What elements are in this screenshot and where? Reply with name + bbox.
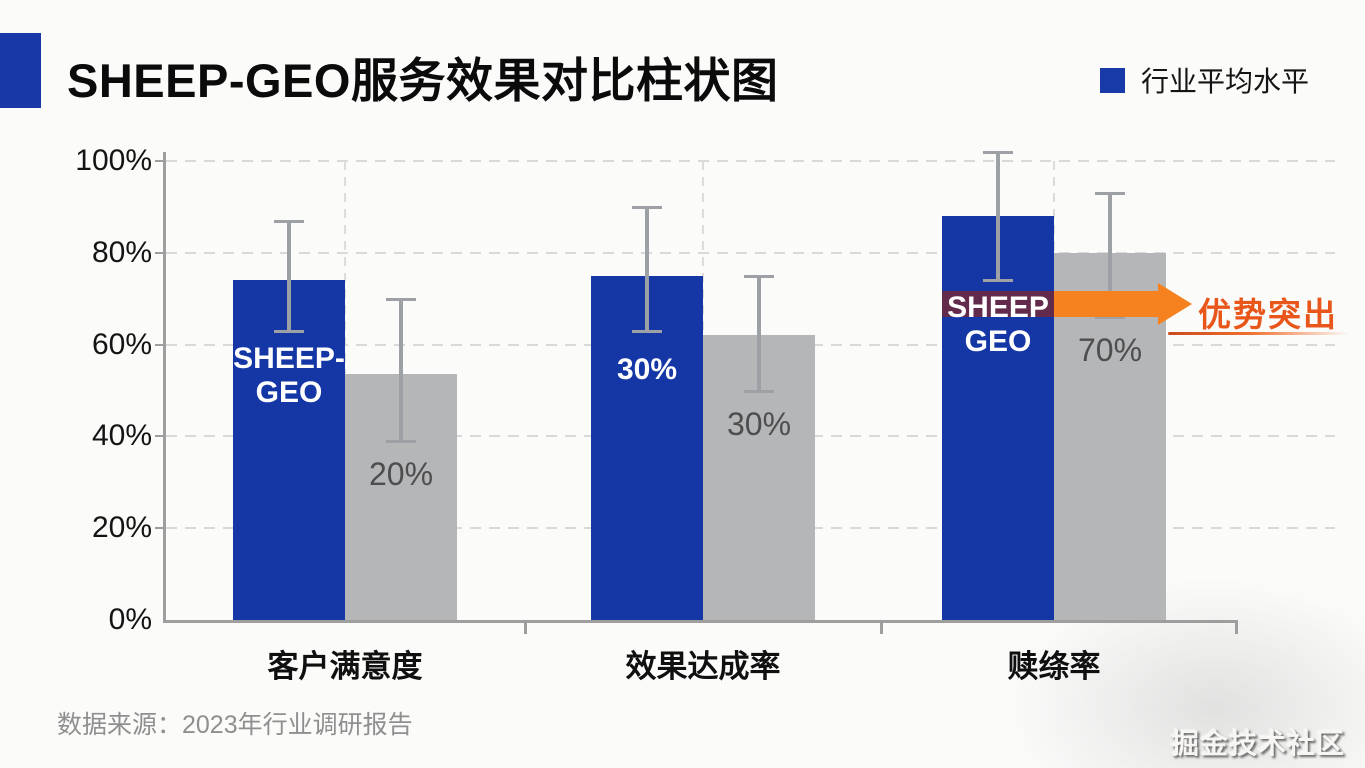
y-tick-label-80%: 80% <box>91 235 152 269</box>
y-tick-20 <box>155 527 163 530</box>
title-accent-square <box>0 33 41 108</box>
error-bar-cap-top-1-2 <box>1095 192 1125 196</box>
bar-sheep-geo-1 <box>591 275 703 620</box>
error-bar-line-1-1 <box>757 275 761 391</box>
advantage-underline <box>1168 332 1350 335</box>
error-bar-cap-bottom-0-0 <box>274 329 304 333</box>
bar-value-label-line: 30% <box>726 405 792 442</box>
y-tick-60 <box>155 343 163 346</box>
bar-value-label-line: 70% <box>1077 332 1143 369</box>
error-bar-cap-bottom-1-1 <box>744 389 774 393</box>
bar-value-label-0-1: 30% <box>567 353 727 387</box>
y-tick-label-40%: 40% <box>91 419 152 453</box>
y-tick-label-0%: 0% <box>108 603 152 636</box>
watermark: 掘金技术社区 <box>1170 728 1345 759</box>
error-bar-cap-top-0-1 <box>632 205 662 209</box>
x-tick-2 <box>1235 620 1238 634</box>
gridline-h-100 <box>166 160 1335 162</box>
error-bar-line-0-1 <box>645 206 649 331</box>
bar-value-label-1-0: 20% <box>321 457 481 491</box>
error-bar-cap-bottom-0-1 <box>632 329 662 333</box>
arrow-band <box>1054 291 1158 317</box>
bar-value-label-line: 20% <box>368 455 434 492</box>
legend-label: 行业平均水平 <box>1141 66 1310 97</box>
legend-swatch-icon <box>1100 67 1125 93</box>
bar-value-label-line: GEO <box>255 376 323 410</box>
data-source-note: 数据来源：2023年行业调研报告 <box>57 711 413 739</box>
x-tick-1 <box>880 620 883 634</box>
y-tick-100 <box>155 160 163 162</box>
error-bar-cap-top-1-1 <box>744 274 774 278</box>
y-tick-80 <box>155 251 163 254</box>
y-axis-line <box>163 152 166 623</box>
error-bar-cap-bottom-1-2 <box>1095 316 1125 320</box>
error-bar-cap-top-1-0 <box>386 297 416 301</box>
error-bar-cap-top-0-0 <box>274 219 304 223</box>
bar-value-label-line: GEO <box>964 325 1032 359</box>
error-bar-cap-bottom-1-0 <box>386 439 416 443</box>
bar-sheep-geo-2 <box>942 216 1054 620</box>
y-tick-label-20%: 20% <box>91 511 152 545</box>
y-tick-label-100%: 100% <box>75 144 152 177</box>
error-bar-cap-top-0-2 <box>983 150 1013 154</box>
category-label-1: 效果达成率 <box>625 649 781 684</box>
bar-value-label-0-2: SHEEP GEO <box>918 291 1078 359</box>
y-tick-label-60%: 60% <box>91 327 152 361</box>
category-label-0: 客户满意度 <box>267 649 423 684</box>
x-tick-0 <box>524 620 527 634</box>
x-axis-line <box>163 620 1237 623</box>
error-bar-line-1-0 <box>399 298 403 441</box>
y-tick-40 <box>155 435 163 438</box>
gridline-h-80 <box>166 251 1335 254</box>
advantage-callout-label: 优势突出 <box>1198 296 1338 333</box>
bar-value-label-1-1: 30% <box>679 407 839 441</box>
bar-value-label-line: SHEEP- <box>233 342 345 376</box>
bar-value-label-line: 30% <box>616 352 678 386</box>
category-label-2: 赎绦率 <box>1007 649 1101 684</box>
legend: 行业平均水平 <box>1100 60 1309 100</box>
arrow-tail-overlay <box>942 291 1054 317</box>
bar-value-label-1-2: 70% <box>1030 333 1190 367</box>
bar-value-label-line: SHEEP <box>947 291 1049 325</box>
bar-sheep-geo-0 <box>233 280 345 620</box>
arrow-head-icon <box>1158 283 1192 325</box>
chart-title: SHEEP-GEO服务效果对比柱状图 <box>67 54 779 107</box>
error-bar-cap-bottom-0-2 <box>983 279 1013 283</box>
error-bar-line-1-2 <box>1108 193 1112 318</box>
error-bar-line-0-2 <box>996 151 1000 281</box>
bar-value-label-0-0: SHEEP- GEO <box>209 342 369 410</box>
error-bar-line-0-0 <box>287 220 291 331</box>
